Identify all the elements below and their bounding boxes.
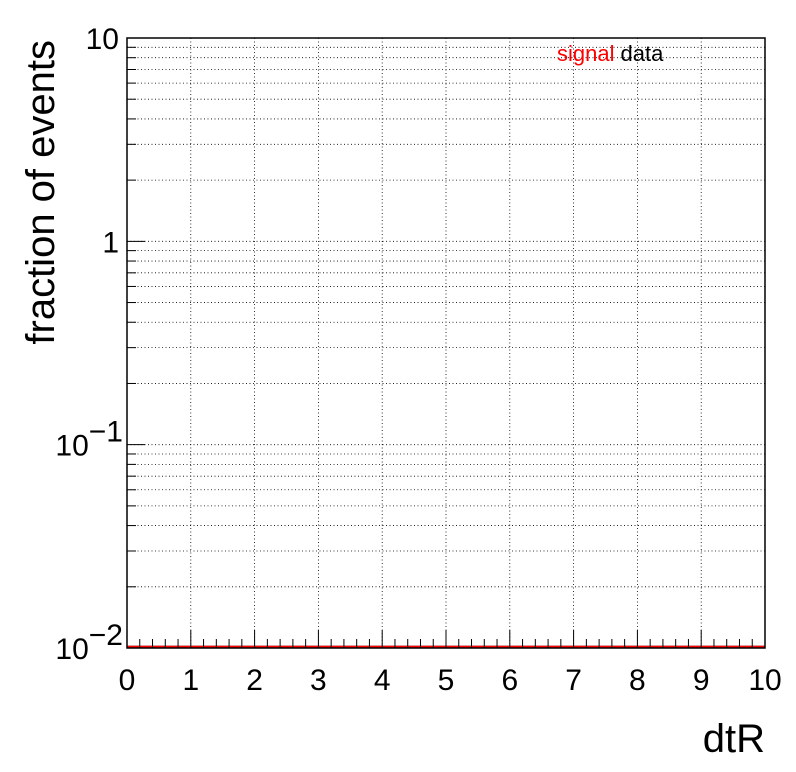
x-tick-label: 3 [310,664,327,697]
y-tick-label: 1 [102,226,119,259]
x-tick-label: 7 [565,664,582,697]
x-axis-title: dtR [703,717,765,761]
y-tick-label-exponent: −2 [89,619,123,652]
x-tick-label: 5 [438,664,455,697]
x-tick-label: 9 [693,664,710,697]
x-tick-label: 4 [374,664,391,697]
x-tick-label: 10 [748,664,781,697]
y-tick-label: 10 [55,430,88,463]
grid-lines [127,38,765,648]
axis-ticks [126,37,766,649]
x-tick-label: 6 [501,664,518,697]
x-tick-label: 8 [629,664,646,697]
x-tick-label: 0 [119,664,136,697]
y-axis-title: fraction of events [19,40,63,345]
x-tick-label: 2 [246,664,263,697]
y-tick-label: 10 [55,633,88,666]
x-tick-labels: 0 1 2 3 4 5 6 7 8 9 10 [119,664,782,697]
y-tick-label: 10 [86,23,119,56]
legend-entry-signal: signal [557,41,614,66]
legend: signal data [557,41,664,66]
legend-entry-data: data [620,41,664,66]
x-tick-label: 1 [182,664,199,697]
y-tick-label-exponent: −1 [89,416,123,449]
